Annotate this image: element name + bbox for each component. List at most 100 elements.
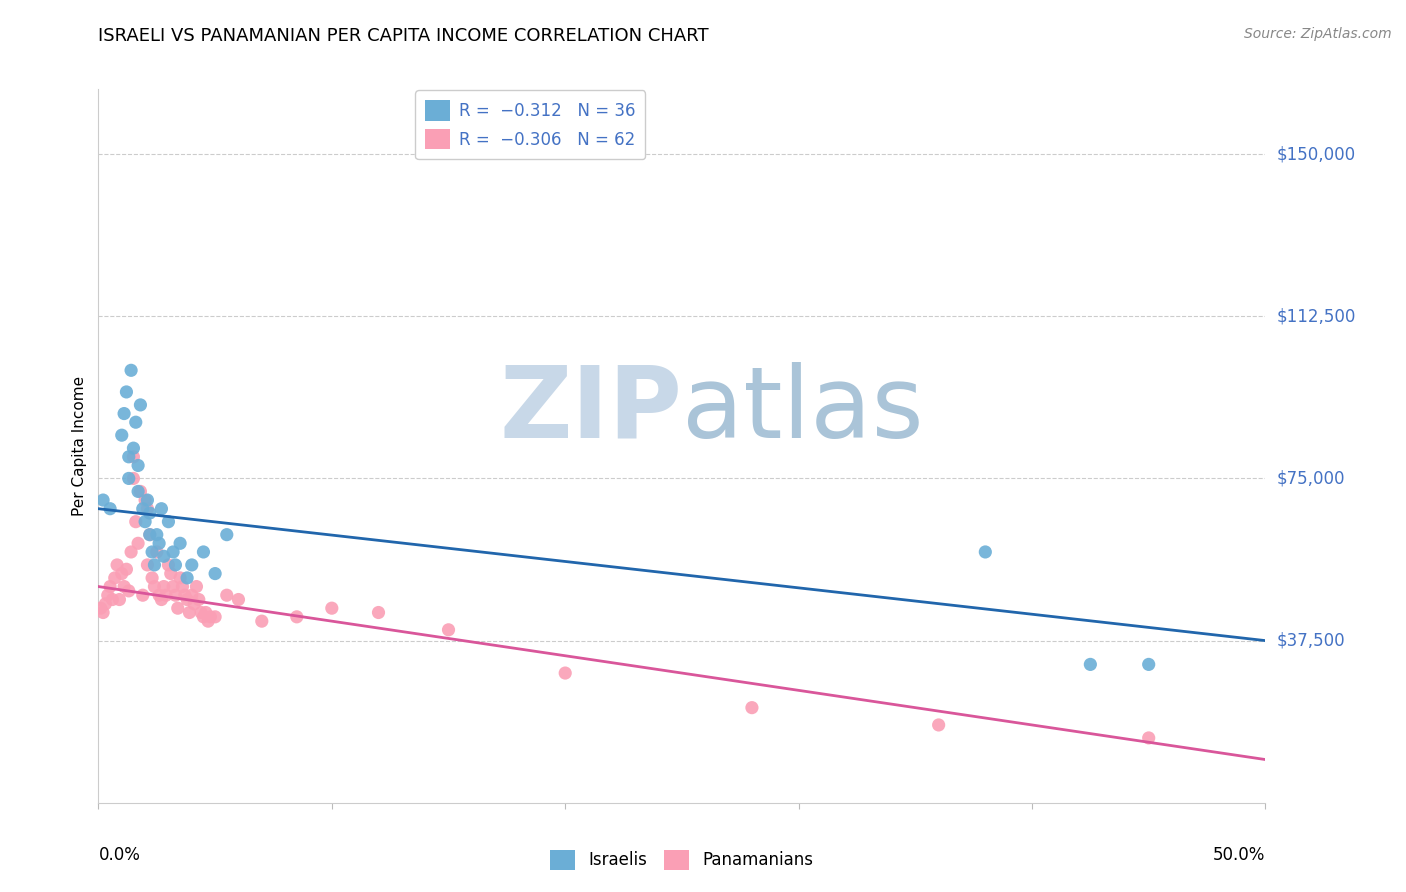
Point	[215, 527, 238, 541]
Point	[104, 571, 127, 585]
Point	[115, 562, 138, 576]
Point	[148, 536, 170, 550]
Point	[105, 558, 128, 572]
Point	[139, 527, 162, 541]
Point	[141, 571, 163, 585]
Point	[179, 606, 201, 620]
Point	[176, 592, 198, 607]
Text: ZIP: ZIP	[499, 362, 682, 458]
Point	[169, 536, 191, 550]
Point	[97, 588, 120, 602]
Point	[132, 588, 155, 602]
Point	[115, 384, 138, 399]
Point	[129, 398, 152, 412]
Point	[1137, 657, 1160, 672]
Point	[186, 580, 208, 594]
Point	[162, 545, 184, 559]
Point	[165, 588, 187, 602]
Point	[136, 493, 159, 508]
Legend: Israelis, Panamanians: Israelis, Panamanians	[544, 843, 820, 877]
Point	[159, 566, 181, 581]
Point	[173, 588, 195, 602]
Point	[554, 666, 576, 681]
Point	[172, 580, 194, 594]
Point	[285, 610, 308, 624]
Point	[176, 571, 198, 585]
Point	[321, 601, 343, 615]
Point	[127, 484, 149, 499]
Point	[94, 597, 117, 611]
Point	[139, 527, 162, 541]
Point	[127, 536, 149, 550]
Point	[194, 606, 217, 620]
Text: $37,500: $37,500	[1277, 632, 1346, 649]
Point	[118, 471, 141, 485]
Point	[1137, 731, 1160, 745]
Point	[150, 592, 173, 607]
Point	[169, 571, 191, 585]
Point	[152, 580, 174, 594]
Point	[112, 580, 135, 594]
Point	[125, 515, 148, 529]
Point	[165, 558, 187, 572]
Point	[204, 610, 226, 624]
Text: atlas: atlas	[682, 362, 924, 458]
Point	[98, 580, 121, 594]
Point	[200, 610, 222, 624]
Point	[122, 450, 145, 464]
Point	[180, 588, 202, 602]
Point	[136, 501, 159, 516]
Point	[150, 501, 173, 516]
Point	[91, 493, 114, 508]
Point	[143, 558, 166, 572]
Point	[183, 597, 205, 611]
Text: $75,000: $75,000	[1277, 469, 1346, 487]
Point	[180, 558, 202, 572]
Point	[120, 545, 142, 559]
Point	[146, 527, 169, 541]
Point	[157, 558, 180, 572]
Point	[250, 614, 273, 628]
Point	[127, 458, 149, 473]
Point	[166, 601, 188, 615]
Point	[108, 592, 131, 607]
Point	[98, 501, 121, 516]
Point	[132, 501, 155, 516]
Point	[437, 623, 460, 637]
Point	[91, 606, 114, 620]
Point	[90, 601, 112, 615]
Point	[111, 566, 134, 581]
Text: $112,500: $112,500	[1277, 307, 1357, 326]
Point	[129, 484, 152, 499]
Text: 0.0%: 0.0%	[98, 846, 141, 863]
Point	[125, 415, 148, 429]
Point	[122, 441, 145, 455]
Point	[134, 493, 156, 508]
Point	[111, 428, 134, 442]
Text: 50.0%: 50.0%	[1213, 846, 1265, 863]
Point	[139, 506, 162, 520]
Point	[155, 588, 177, 602]
Point	[152, 549, 174, 564]
Text: Source: ZipAtlas.com: Source: ZipAtlas.com	[1244, 27, 1392, 41]
Point	[190, 606, 212, 620]
Y-axis label: Per Capita Income: Per Capita Income	[72, 376, 87, 516]
Point	[193, 610, 215, 624]
Point	[162, 580, 184, 594]
Point	[143, 580, 166, 594]
Point	[197, 614, 219, 628]
Point	[112, 407, 135, 421]
Point	[141, 545, 163, 559]
Point	[215, 588, 238, 602]
Point	[136, 558, 159, 572]
Point	[118, 583, 141, 598]
Point	[228, 592, 250, 607]
Point	[157, 515, 180, 529]
Point	[148, 588, 170, 602]
Point	[193, 545, 215, 559]
Point	[204, 566, 226, 581]
Point	[122, 471, 145, 485]
Point	[1080, 657, 1102, 672]
Point	[101, 592, 124, 607]
Point	[146, 545, 169, 559]
